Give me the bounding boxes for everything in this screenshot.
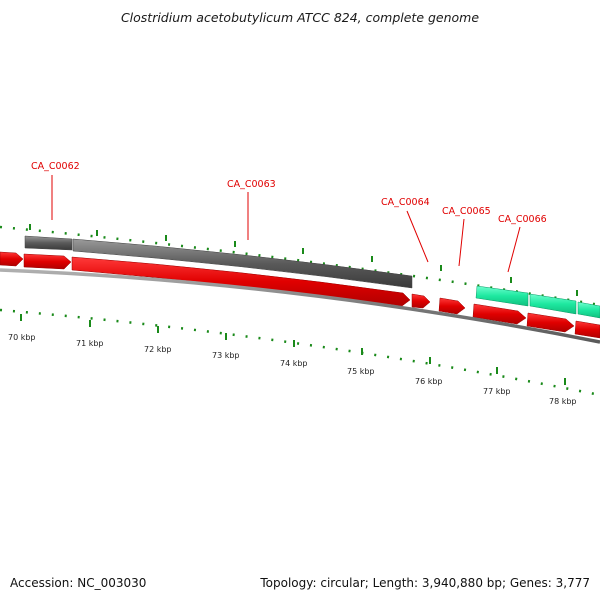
cds-arrow [23,253,72,270]
kbp-label: 71 kbp [76,339,104,348]
cds-arrow [71,256,411,307]
cds-arrow [438,297,466,315]
upper-major-ticks [29,224,578,296]
kbp-label: 72 kbp [144,345,172,354]
green-feature [577,301,600,319]
gray-feature-segment [24,235,73,251]
cds-arrow [472,303,527,325]
cds-arrow [411,293,431,309]
accession-text: Accession: NC_003030 [10,576,147,590]
kbp-label: 74 kbp [280,359,308,368]
gray-feature-long [72,238,413,289]
green-feature [475,285,529,307]
kbp-label: 73 kbp [212,351,240,360]
kbp-label: 70 kbp [8,333,36,342]
green-feature [529,293,577,315]
genome-backbone [0,268,600,344]
gene-label[interactable]: CA_C0065 [442,206,491,217]
gene-label[interactable]: CA_C0063 [227,179,276,190]
cds-arrow [574,320,600,339]
lower-ruler [0,308,600,397]
lower-major-ticks [20,314,566,385]
genome-summary: Topology: circular; Length: 3,940,880 bp… [260,576,590,590]
label-leaders [51,175,521,273]
kbp-label: 78 kbp [549,397,577,406]
gene-labels: CA_C0062 CA_C0063 CA_C0064 CA_C0065 CA_C… [31,161,547,225]
kbp-label: 76 kbp [415,377,443,386]
gene-label[interactable]: CA_C0062 [31,161,80,172]
kbp-label: 75 kbp [347,367,375,376]
kbp-label: 77 kbp [483,387,511,396]
gene-label[interactable]: CA_C0066 [498,214,547,225]
map-title: Clostridium acetobutylicum ATCC 824, com… [120,10,480,25]
gene-label[interactable]: CA_C0064 [381,197,430,208]
cds-arrow [526,312,575,333]
kbp-labels: 70 kbp 71 kbp 72 kbp 73 kbp 74 kbp 75 kb… [8,333,577,406]
cds-arrow [0,251,24,267]
